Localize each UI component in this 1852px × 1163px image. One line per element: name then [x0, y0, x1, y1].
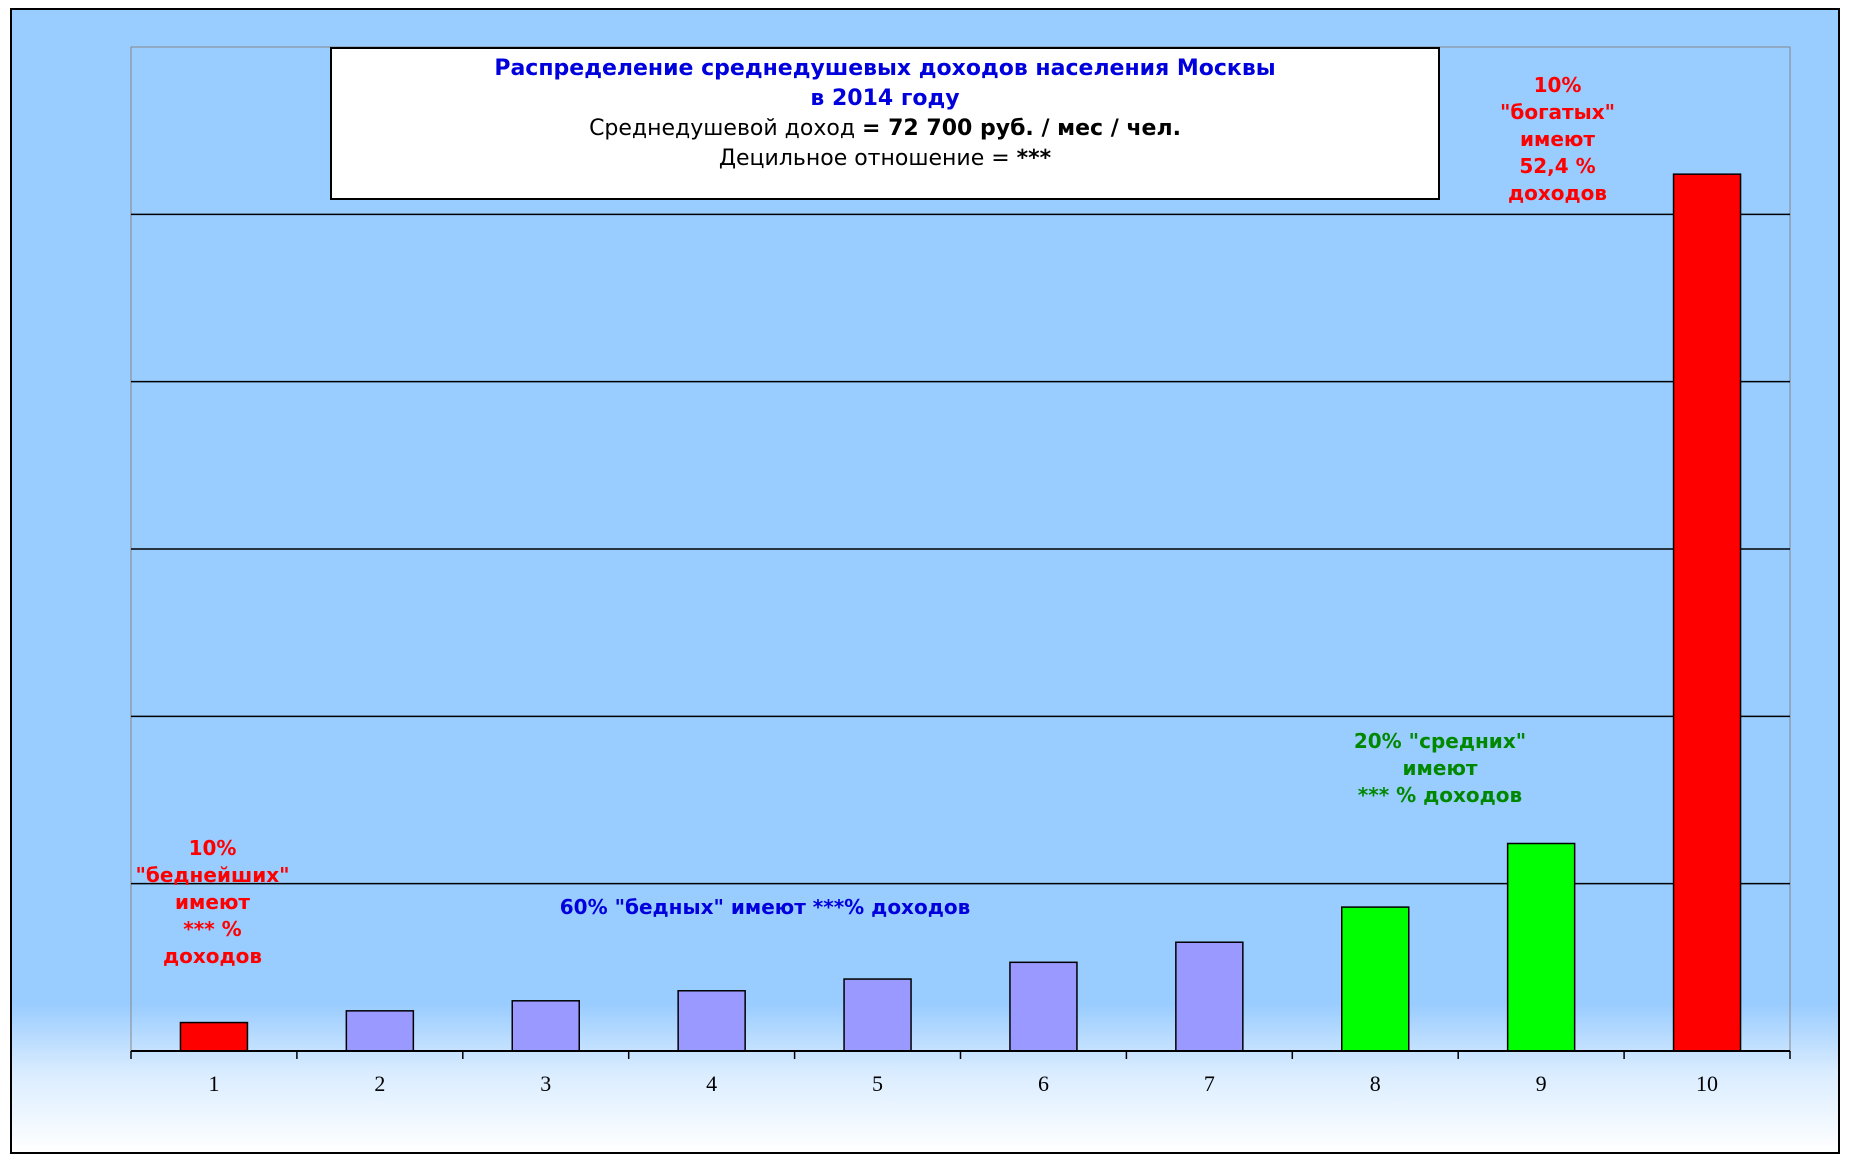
x-tick-label: 4 — [706, 1071, 717, 1096]
bar — [1672, 173, 1742, 1052]
annotation-middle-line: имеют — [1402, 756, 1478, 780]
chart-title-box: Распределение среднедушевых доходов насе… — [330, 47, 1440, 200]
annotation-rich: 10% "богатых" имеют 52,4 % доходов — [1480, 72, 1635, 207]
x-tick-label: 8 — [1370, 1071, 1381, 1096]
chart-title-line-1: Распределение среднедушевых доходов насе… — [494, 56, 1276, 81]
x-tick-label: 10 — [1696, 1071, 1718, 1096]
annotation-poor: 60% "бедных" имеют ***% доходов — [480, 894, 1050, 921]
annotation-poorest-line: "беднейших" — [135, 863, 290, 887]
average-income-value: = 72 700 руб. / мес / чел. — [862, 116, 1181, 141]
annotation-rich-line: имеют — [1520, 127, 1595, 151]
annotation-poorest-line: 10% — [188, 836, 237, 860]
average-income-label: Среднедушевой доход — [589, 116, 863, 141]
bar — [677, 990, 746, 1052]
average-income-line: Среднедушевой доход = 72 700 руб. / мес … — [332, 114, 1438, 144]
annotation-middle: 20% "средних" имеют *** % доходов — [1290, 728, 1590, 809]
decile-ratio-value: *** — [1016, 146, 1052, 171]
annotation-middle-line: *** % доходов — [1357, 783, 1523, 807]
annotation-middle-line: 20% "средних" — [1353, 729, 1527, 753]
decile-ratio-label: Децильное отношение = — [718, 146, 1017, 171]
annotation-rich-line: "богатых" — [1499, 100, 1616, 124]
annotation-poorest-line: *** % — [183, 917, 242, 941]
x-tick-label: 6 — [1038, 1071, 1049, 1096]
annotation-poorest-line: имеют — [175, 890, 250, 914]
bar — [1341, 906, 1410, 1052]
x-tick-label: 9 — [1536, 1071, 1547, 1096]
bar — [1009, 961, 1078, 1052]
bar — [1506, 842, 1576, 1052]
annotation-poorest: 10% "беднейших" имеют *** % доходов — [125, 835, 300, 970]
chart-title-line-2: в 2014 году — [810, 86, 960, 111]
x-tick-label: 5 — [872, 1071, 883, 1096]
annotation-rich-line: 52,4 % — [1519, 154, 1596, 178]
x-tick-label: 3 — [540, 1071, 551, 1096]
annotation-poorest-line: доходов — [162, 944, 263, 968]
bar — [1175, 941, 1244, 1052]
bar — [511, 1000, 580, 1052]
bar — [345, 1010, 415, 1052]
bar — [179, 1021, 249, 1052]
x-tick-label: 2 — [374, 1071, 385, 1096]
annotation-rich-line: 10% — [1533, 73, 1582, 97]
annotation-poor-line: 60% "бедных" имеют ***% доходов — [559, 895, 971, 919]
bar — [843, 978, 912, 1052]
annotation-rich-line: доходов — [1507, 181, 1608, 205]
x-tick-label: 7 — [1204, 1071, 1215, 1096]
x-tick-label: 1 — [208, 1071, 219, 1096]
decile-ratio-line: Децильное отношение = *** — [332, 144, 1438, 174]
